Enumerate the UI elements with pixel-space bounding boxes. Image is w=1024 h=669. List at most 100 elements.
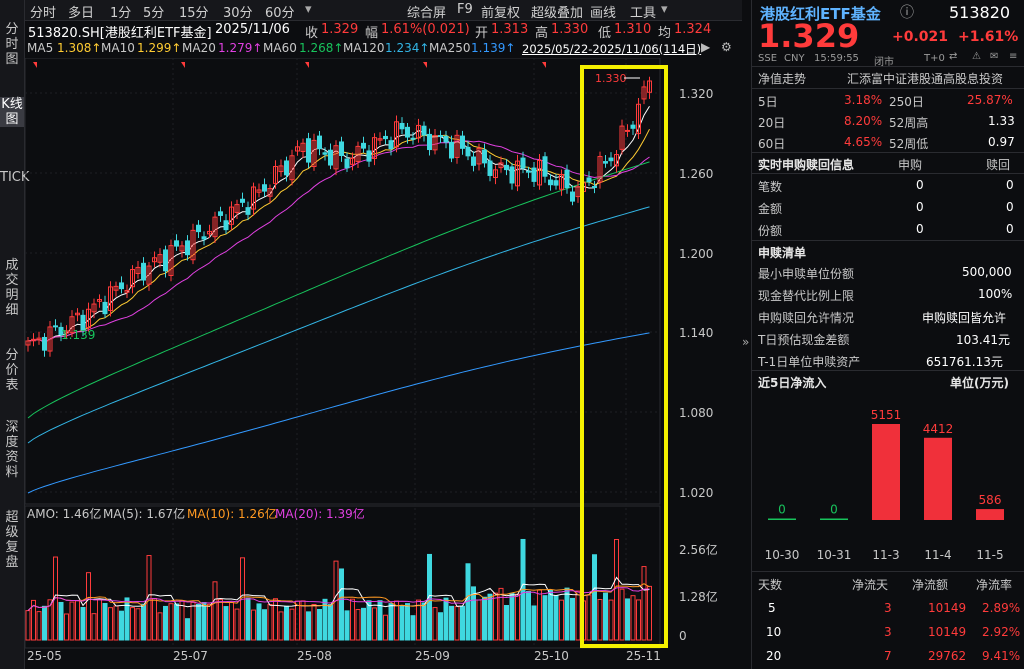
period-timeshare[interactable]: 分时	[30, 6, 57, 21]
alert-icon[interactable]: ⚠	[972, 51, 981, 62]
super-overlay-button[interactable]: 超级叠加	[531, 6, 584, 21]
panel-collapse-icon[interactable]: »	[742, 335, 750, 349]
tools-dropdown-icon[interactable]: ▾	[661, 2, 668, 17]
candle-body	[102, 301, 108, 315]
tools-button[interactable]: 工具	[630, 6, 657, 21]
volume-bar	[97, 598, 102, 641]
ma120-label: MA120	[343, 41, 385, 55]
candle-body	[399, 122, 405, 130]
candle-body	[482, 149, 487, 164]
volume-bar	[86, 572, 91, 641]
perf-label: 52周低	[889, 137, 929, 151]
period-toolbar: 分时 多日 1分 5分 15分 30分 60分 ▾ 综合屏 F9 前复权 超级叠…	[25, 0, 742, 21]
candle-body	[619, 125, 625, 150]
candle-body	[531, 167, 537, 182]
volume-bar	[487, 593, 493, 641]
volume-bar	[339, 568, 344, 641]
candle-body	[289, 155, 295, 181]
month-flag-marker	[542, 62, 546, 68]
candle-body	[300, 142, 306, 152]
avg-label: 均	[658, 26, 672, 41]
tab-trade-detail[interactable]: 成交明细	[5, 258, 19, 318]
candle-body	[493, 169, 498, 179]
volume-bar	[471, 586, 476, 641]
volume-bar	[443, 597, 449, 641]
info-icon[interactable]: ⓘ	[900, 5, 914, 21]
nav-trend-label: 净值走势	[758, 72, 807, 86]
volume-bar	[427, 553, 432, 641]
realtime-row: 金额 0 0	[752, 197, 1024, 218]
volume-bar	[399, 605, 405, 641]
tab-price-table[interactable]: 分价表	[5, 348, 19, 393]
chat-icon[interactable]: ✉	[990, 51, 999, 62]
stats-flow-amount: 10149	[928, 625, 967, 639]
flow-bar-value: 4412	[923, 422, 954, 436]
period-30min[interactable]: 30分	[223, 6, 253, 21]
tab-kline[interactable]: K线图	[0, 97, 24, 127]
candle-body	[570, 191, 575, 202]
volume-bar	[278, 611, 284, 641]
period-dropdown-icon[interactable]: ▾	[305, 2, 312, 17]
period-15min[interactable]: 15分	[179, 6, 209, 21]
candle-body	[97, 298, 102, 302]
candle-body	[179, 245, 185, 252]
volume-bar	[531, 605, 537, 641]
realtime-row: 份额 0 0	[752, 219, 1024, 240]
volume-bar	[614, 538, 619, 641]
period-5min[interactable]: 5分	[143, 6, 165, 21]
range-collapse-icon[interactable]: ▶	[701, 40, 711, 54]
candle-body	[273, 166, 278, 184]
tab-depth-data[interactable]: 深度资料	[5, 420, 19, 480]
period-60min[interactable]: 60分	[265, 6, 295, 21]
flow-bar-date: 10-30	[765, 548, 800, 562]
tab-tick[interactable]: TICK	[0, 170, 30, 185]
flow-bar	[768, 518, 796, 520]
flow-bar-value: 0	[830, 503, 838, 517]
tab-super-review[interactable]: 超级复盘	[5, 510, 19, 570]
kline-chart[interactable]: 1.139 1.330 1.320 1.260 1.200 1.140 1.08…	[25, 58, 742, 669]
realtime-label: 笔数	[758, 180, 783, 194]
forward-adjust-button[interactable]: 前复权	[481, 6, 521, 21]
volume-bar	[553, 595, 559, 641]
draw-line-button[interactable]: 画线	[590, 6, 617, 21]
meta-currency: CNY	[784, 53, 805, 64]
volume-bar	[636, 599, 641, 641]
tab-timeshare[interactable]: 分时图	[5, 22, 19, 67]
candle-body	[91, 303, 97, 313]
candle-body	[295, 146, 300, 152]
candle-body	[262, 184, 267, 192]
settings-gear-icon[interactable]: ⚙	[721, 40, 732, 54]
nav-trend-row[interactable]: 净值走势 汇添富中证港股通高股息投资	[752, 67, 1024, 88]
volume-bar	[322, 598, 328, 641]
period-1min[interactable]: 1分	[110, 6, 132, 21]
price-tick-4: 1.140	[679, 326, 713, 340]
stats-flow-days: 7	[884, 649, 892, 663]
volume-bar	[119, 610, 124, 641]
multi-screen-button[interactable]: 综合屏	[407, 6, 447, 21]
volume-bar	[207, 603, 212, 641]
flow-bar-date: 11-5	[976, 548, 1003, 562]
volume-bar	[196, 603, 201, 641]
date-range[interactable]: 2025/05/22-2025/11/06(114日)	[522, 42, 702, 56]
meta-status: 闭市	[874, 57, 894, 68]
candle-body	[515, 160, 520, 187]
period-multiday[interactable]: 多日	[68, 6, 95, 21]
ma250-value: 1.139↑	[471, 41, 516, 55]
flow-title: 近5日净流入	[758, 376, 827, 390]
f9-button[interactable]: F9	[457, 2, 473, 17]
flow-bar-value: 586	[979, 493, 1002, 507]
volume-bar	[218, 599, 223, 641]
candle-body	[647, 80, 652, 93]
stats-header-flow-days: 净流天	[852, 578, 889, 592]
quote-date: 2025/11/06	[215, 22, 290, 37]
list-header: 申赎清单	[752, 241, 1024, 262]
volume-bar	[328, 604, 333, 641]
separator	[752, 571, 1024, 572]
ma10-label: MA10	[101, 41, 135, 55]
candle-body	[476, 147, 482, 165]
candle-body	[245, 207, 251, 215]
more-icon[interactable]: ≡	[1009, 51, 1018, 62]
vol-legend-amo: AMO: 1.46亿	[27, 506, 101, 521]
volume-bar	[223, 606, 229, 641]
ma20-value: 1.279↑	[218, 41, 263, 55]
